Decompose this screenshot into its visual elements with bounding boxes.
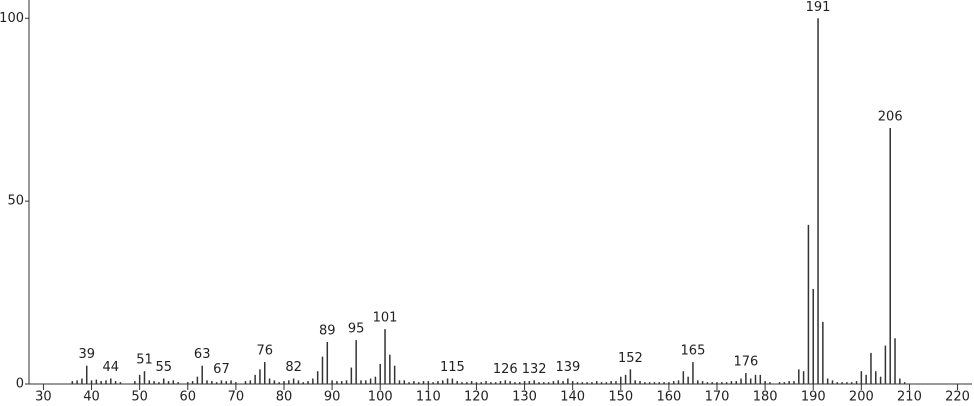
x-tick-label: 30 xyxy=(35,390,52,405)
peak-label: 95 xyxy=(348,322,365,337)
peak-label: 191 xyxy=(806,0,831,15)
x-tick-label: 150 xyxy=(608,390,633,405)
x-tick-label: 220 xyxy=(945,390,970,405)
peak-label: 89 xyxy=(319,323,336,338)
x-tick-label: 50 xyxy=(131,390,148,405)
x-tick-label: 130 xyxy=(512,390,537,405)
peak-label: 44 xyxy=(103,360,120,375)
peak-label: 39 xyxy=(78,347,95,362)
x-tick-label: 180 xyxy=(753,390,778,405)
peak-label: 152 xyxy=(618,351,643,366)
x-tick-label: 40 xyxy=(83,390,100,405)
x-tick-label: 200 xyxy=(849,390,874,405)
x-tick-label: 120 xyxy=(464,390,489,405)
x-tick-label: 110 xyxy=(416,390,441,405)
x-tick-label: 190 xyxy=(801,390,826,405)
peak-label: 55 xyxy=(155,360,172,375)
peak-label: 132 xyxy=(522,362,547,377)
x-tick-label: 160 xyxy=(656,390,681,405)
y-tick-label: 50 xyxy=(7,194,24,209)
peak-label: 76 xyxy=(256,344,273,359)
peak-label: 51 xyxy=(136,353,153,368)
y-tick-label: 100 xyxy=(0,11,24,26)
y-tick-label: 0 xyxy=(16,377,24,392)
x-tick-label: 100 xyxy=(368,390,393,405)
x-tick-label: 140 xyxy=(560,390,585,405)
peak-label: 126 xyxy=(493,362,518,377)
x-tick-label: 90 xyxy=(324,390,341,405)
peak-label: 101 xyxy=(373,311,398,326)
peak-label: 206 xyxy=(878,110,903,125)
peak-label: 176 xyxy=(733,355,758,370)
x-tick-label: 60 xyxy=(179,390,196,405)
x-tick-label: 80 xyxy=(276,390,293,405)
x-tick-label: 210 xyxy=(897,390,922,405)
peak-label: 165 xyxy=(681,344,706,359)
peak-label: 139 xyxy=(555,360,580,375)
x-tick-label: 170 xyxy=(705,390,730,405)
peak-label: 115 xyxy=(440,360,465,375)
x-tick-label: 70 xyxy=(228,390,245,405)
peak-label: 82 xyxy=(285,360,302,375)
peak-label: 67 xyxy=(213,362,230,377)
peak-label: 63 xyxy=(194,347,211,362)
